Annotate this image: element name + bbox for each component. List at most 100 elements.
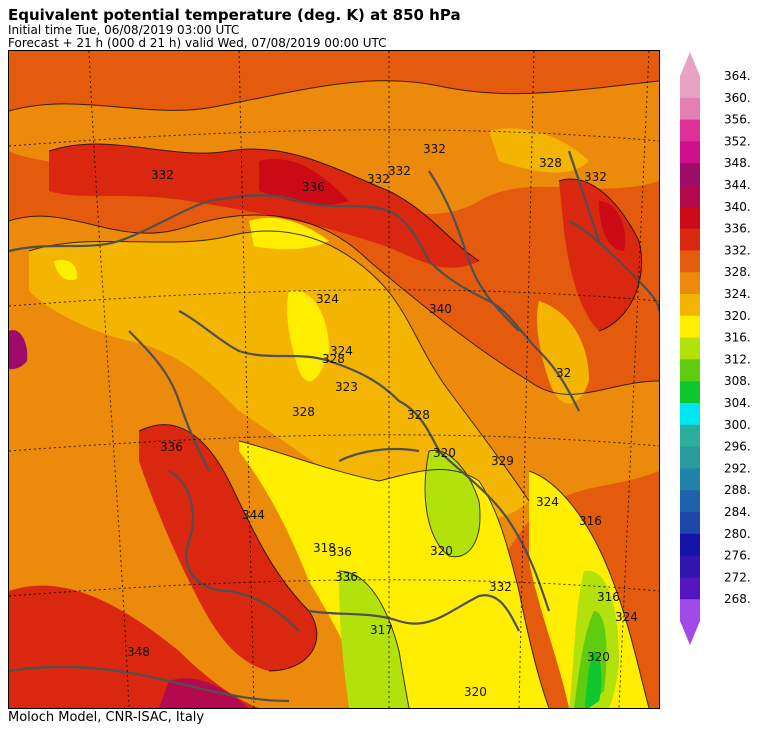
contour-label: 336 [302,180,325,194]
contour-label: 324 [330,344,353,358]
field-region-320-nw [54,259,78,281]
colorbar-arrow-bottom [680,621,700,645]
graticule [9,51,659,708]
field-region-340 [259,159,349,206]
contour-label: 328 [322,352,345,366]
contour-labels: 332 3323363323323283323243283243403233283… [127,142,638,699]
colorbar-swatch [680,577,700,600]
field-region-316-tyrrhenian [339,571,409,708]
colorbar-tick-label: 292. [724,461,751,475]
colorbar-swatch [680,359,700,382]
colorbar-swatch [680,403,700,426]
contour-label: 32 [556,366,571,380]
colorbar-tick-label: 300. [724,418,751,432]
colorbar-tick-label: 284. [724,505,751,519]
contour-label: 332 [584,170,607,184]
initial-time-label: Initial time Tue, 06/08/2019 03:00 UTC [8,23,240,37]
contour-label: 344 [242,508,265,522]
field-region-324-central [29,231,529,531]
coastlines-borders [9,150,659,703]
colorbar-tick-label: 316. [724,331,751,345]
colorbar-swatch [680,163,700,186]
colorbar-tick-label: 356. [724,113,751,127]
colorbar-tick-label: 268. [724,592,751,606]
colorbar-tick-label: 276. [724,549,751,563]
colorbar-tick-label: 328. [724,265,751,279]
colorbar-tick-label: 304. [724,396,751,410]
colorbar-swatch [680,185,700,208]
field-region-340-east [599,201,626,251]
contour-label: 316 [579,514,602,528]
colorbar-swatch [680,446,700,469]
colorbar-tick-label: 336. [724,222,751,236]
contour-label: 332 [151,168,174,182]
contour-label: 348 [127,645,150,659]
contour-label: 332 [367,172,390,186]
colorbar-swatch [680,76,700,99]
model-credit: Moloch Model, CNR-ISAC, Italy [8,710,205,725]
colorbar-tick-label: 272. [724,570,751,584]
colorbar-tick-label: 308. [724,374,751,388]
field-region-324-north [489,128,589,173]
contour-label: 332 [423,142,446,156]
colorbar-swatch [680,381,700,404]
colorbar-tick-label: 320. [724,309,751,323]
field-region-316-adriatic [425,450,480,557]
colorbar-tick-label: 280. [724,527,751,541]
colorbar-tick-label: 324. [724,287,751,301]
forecast-valid-label: Forecast + 21 h (000 d 21 h) valid Wed, … [8,36,387,50]
colorbar-tick-label: 348. [724,156,751,170]
colorbar-tick-label: 360. [724,91,751,105]
colorbar-swatch [680,250,700,273]
colorbar-tick-label: 312. [724,352,751,366]
field-region-320-north [249,217,329,250]
contour-label: 320 [587,650,610,664]
contour-label: 320 [464,685,487,699]
field-region-336-east [559,179,642,331]
field-region-336-sw [9,585,259,708]
colorbar-swatch [680,272,700,295]
colorbar-tick-label: 332. [724,243,751,257]
colorbar-swatch [680,424,700,448]
contour-label: 324 [615,610,638,624]
colorbar-swatch [680,533,700,557]
colorbar-tick-label: 340. [724,200,751,214]
colorbar-swatch [680,119,700,142]
colorbar-swatch [680,490,700,513]
field-region-352 [9,330,28,370]
colorbar-swatch [680,228,700,251]
contour-label: 332 [489,580,512,594]
contour-label: 324 [316,292,339,306]
contour-label: 320 [433,446,456,460]
colorbar-swatch [680,141,700,164]
field-region-348 [159,678,249,708]
contour-label: 329 [491,454,514,468]
chart-title: Equivalent potential temperature (deg. K… [8,6,461,24]
contour-label: 317 [370,623,393,637]
colorbar-tick-label: 352. [724,134,751,148]
colorbar-swatch [680,337,700,360]
contour-label: 336 [329,545,352,559]
colorbar-tick-label: 344. [724,178,751,192]
colorbar-tick-label: 364. [724,69,751,83]
colorbar-swatch [680,468,700,491]
colorbar: 364. 360. 356. 352. 348. 344. 340. 336. 332. 328.… [678,48,756,712]
colorbar-swatch [680,555,700,578]
contour-label: 328 [407,408,430,422]
field-region-324-east [537,301,589,404]
contour-label: 323 [335,380,358,394]
contour-label: 328 [539,156,562,170]
contour-label: 316 [597,590,620,604]
forecast-map: 332 332 336 332 332 328 332 324 328 324 340 323 328 3… [8,50,660,709]
colorbar-swatch [680,315,700,339]
contour-label: 332 [388,164,411,178]
contour-label: 320 [430,544,453,558]
colorbar-swatch [680,294,700,317]
contour-label: 336 [335,570,358,584]
contour-label: 340 [429,302,452,316]
field-region-308 [585,651,602,708]
colorbar-arrow-top [680,52,700,76]
field-region-336-alps [49,143,479,268]
colorbar-tick-label: 288. [724,483,751,497]
colorbar-swatch [680,206,700,230]
